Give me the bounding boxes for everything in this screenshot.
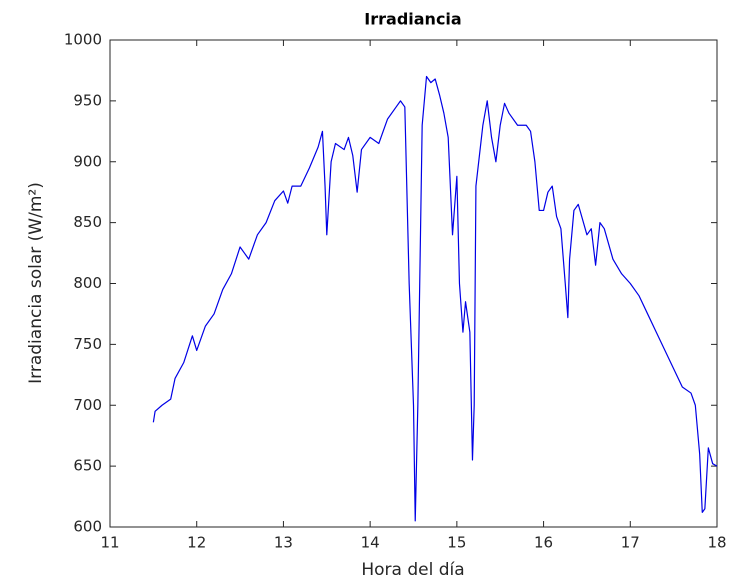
y-tick-label: 600 [73, 518, 102, 536]
x-tick-label: 16 [534, 534, 553, 552]
y-tick-label: 900 [73, 152, 102, 170]
y-tick-label: 650 [73, 457, 102, 475]
x-tick-label: 12 [187, 534, 206, 552]
x-tick-label: 17 [621, 534, 640, 552]
y-tick-label: 950 [73, 91, 102, 109]
data-line [152, 75, 718, 522]
x-tick-label: 13 [274, 534, 293, 552]
y-tick-label: 1000 [64, 31, 102, 49]
y-tick-label: 700 [73, 396, 102, 414]
y-tick-label: 850 [73, 213, 102, 231]
y-tick-label: 800 [73, 274, 102, 292]
chart-title: Irradiancia [364, 10, 461, 29]
x-tick-label: 15 [447, 534, 466, 552]
x-tick-label: 14 [361, 534, 380, 552]
y-axis-label: Irradiancia solar (W/m²) [26, 182, 46, 384]
x-tick-label: 18 [707, 534, 726, 552]
x-axis-label: Hora del día [361, 560, 464, 580]
x-tick-label: 11 [100, 534, 119, 552]
y-tick-label: 750 [73, 335, 102, 353]
